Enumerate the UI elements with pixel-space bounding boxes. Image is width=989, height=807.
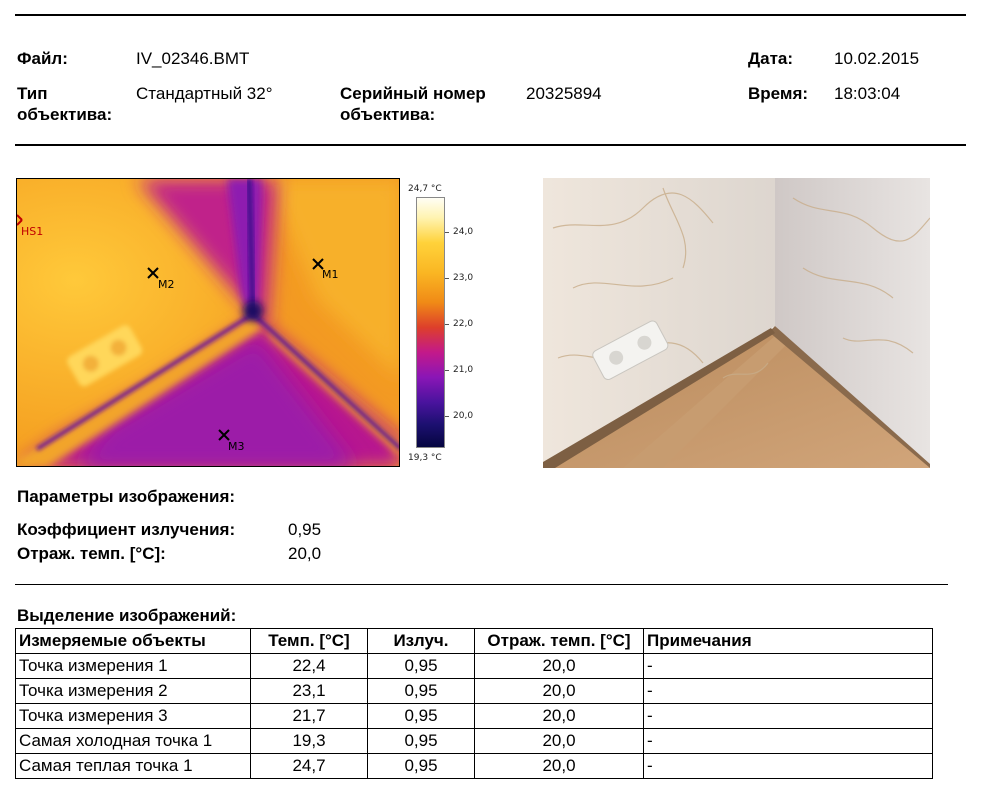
scale-tick-label: 23,0 (453, 273, 474, 283)
cell-object: Точка измерения 3 (15, 703, 251, 729)
time-label: Время: (748, 84, 809, 103)
scale-tick-label: 22,0 (453, 319, 474, 329)
serial-label-line1: Серийный номер (340, 84, 486, 103)
col-header-object: Измеряемые объекты (15, 628, 251, 654)
cell-temp: 22,4 (250, 653, 368, 679)
cell-temp: 19,3 (250, 728, 368, 754)
cell-object: Самая теплая точка 1 (15, 753, 251, 779)
marker-m2: M2 (158, 278, 175, 291)
cell-notes: - (643, 653, 933, 679)
col-header-refl-temp: Отраж. темп. [°C] (474, 628, 644, 654)
serial-label-line2: объектива: (340, 105, 436, 124)
cell-temp: 24,7 (250, 753, 368, 779)
cell-refl-temp: 20,0 (474, 678, 644, 704)
scale-tick (445, 416, 449, 417)
table-row: Точка измерения 2 23,1 0,95 20,0 - (15, 678, 933, 704)
header-bottom-rule (15, 144, 966, 146)
visual-photo (543, 178, 930, 468)
emissivity-value: 0,95 (288, 520, 322, 539)
table-row: Самая холодная точка 1 19,3 0,95 20,0 - (15, 728, 933, 754)
measurements-table: Измеряемые объекты Темп. [°C] Излуч. Отр… (15, 628, 933, 779)
lens-type-label-line2: объектива: (17, 105, 113, 124)
scale-tick-label: 24,0 (453, 227, 474, 237)
cell-refl-temp: 20,0 (474, 653, 644, 679)
thermal-image: HS1 M1 M2 M3 (16, 178, 400, 467)
cell-refl-temp: 20,0 (474, 728, 644, 754)
col-header-emissivity: Излуч. (367, 628, 475, 654)
file-label: Файл: (17, 49, 68, 68)
temperature-scale-bar (416, 197, 445, 448)
col-header-temp: Темп. [°C] (250, 628, 368, 654)
scale-tick (445, 232, 449, 233)
marker-m3: M3 (228, 440, 245, 453)
table-header-row: Измеряемые объекты Темп. [°C] Излуч. Отр… (15, 628, 933, 654)
table-row: Самая теплая точка 1 24,7 0,95 20,0 - (15, 753, 933, 779)
markers-heading: Выделение изображений: (17, 606, 237, 625)
scale-tick (445, 370, 449, 371)
cell-refl-temp: 20,0 (474, 753, 644, 779)
cell-notes: - (643, 728, 933, 754)
cell-object: Самая холодная точка 1 (15, 728, 251, 754)
date-label: Дата: (748, 49, 794, 68)
cell-object: Точка измерения 1 (15, 653, 251, 679)
marker-hs1: HS1 (21, 225, 44, 238)
lens-type-value: Стандартный 32° (136, 84, 273, 103)
lens-type-label: Тип объектива: (17, 83, 112, 125)
image-params-heading: Параметры изображения: (17, 487, 236, 506)
cell-temp: 21,7 (250, 703, 368, 729)
cell-notes: - (643, 703, 933, 729)
marker-m1: M1 (322, 268, 339, 281)
visual-photo-graphic (543, 178, 930, 468)
scale-tick (445, 278, 449, 279)
reflected-temp-value: 20,0 (288, 544, 322, 563)
lens-type-label-line1: Тип (17, 84, 48, 103)
cell-object: Точка измерения 2 (15, 678, 251, 704)
section-rule (15, 584, 948, 585)
time-value: 18:03:04 (834, 84, 901, 103)
top-rule (15, 14, 966, 16)
scale-tick-label: 20,0 (453, 411, 474, 421)
cell-notes: - (643, 678, 933, 704)
col-header-notes: Примечания (643, 628, 933, 654)
file-value: IV_02346.BMT (136, 49, 250, 68)
cell-notes: - (643, 753, 933, 779)
table-row: Точка измерения 3 21,7 0,95 20,0 - (15, 703, 933, 729)
cell-emissivity: 0,95 (367, 703, 475, 729)
serial-label: Серийный номер объектива: (340, 83, 486, 125)
scale-tick-label: 21,0 (453, 365, 474, 375)
scale-min-label: 19,3 °C (408, 453, 442, 463)
cell-emissivity: 0,95 (367, 753, 475, 779)
scale-max-label: 24,7 °C (408, 184, 442, 194)
cell-temp: 23,1 (250, 678, 368, 704)
cell-emissivity: 0,95 (367, 653, 475, 679)
cell-emissivity: 0,95 (367, 728, 475, 754)
serial-value: 20325894 (526, 84, 602, 103)
cell-emissivity: 0,95 (367, 678, 475, 704)
scale-tick (445, 324, 449, 325)
reflected-temp-label: Отраж. темп. [°C]: (17, 544, 166, 563)
thermal-image-graphic (17, 179, 399, 466)
emissivity-label: Коэффициент излучения: (17, 520, 236, 539)
date-value: 10.02.2015 (834, 49, 920, 68)
cell-refl-temp: 20,0 (474, 703, 644, 729)
table-row: Точка измерения 1 22,4 0,95 20,0 - (15, 653, 933, 679)
